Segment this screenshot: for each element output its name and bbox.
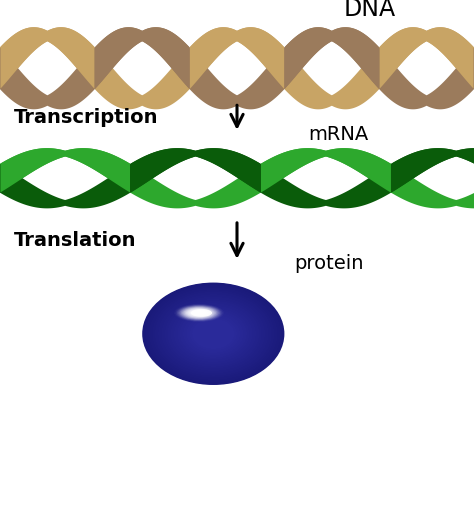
Ellipse shape (186, 314, 240, 353)
Ellipse shape (178, 309, 249, 359)
Ellipse shape (147, 286, 279, 381)
Ellipse shape (190, 316, 237, 351)
Ellipse shape (166, 300, 260, 367)
Ellipse shape (177, 305, 221, 321)
Ellipse shape (151, 288, 276, 379)
Ellipse shape (143, 283, 283, 384)
Ellipse shape (168, 301, 259, 366)
Ellipse shape (160, 296, 266, 372)
Ellipse shape (182, 307, 216, 319)
Ellipse shape (185, 307, 213, 318)
Ellipse shape (176, 304, 223, 321)
Polygon shape (190, 27, 284, 89)
Ellipse shape (183, 312, 244, 356)
Ellipse shape (187, 315, 239, 353)
Ellipse shape (153, 290, 273, 377)
Ellipse shape (169, 302, 258, 366)
Ellipse shape (161, 296, 265, 371)
Ellipse shape (146, 285, 281, 383)
Ellipse shape (186, 308, 212, 318)
Text: protein: protein (294, 254, 364, 273)
Ellipse shape (146, 286, 280, 382)
Ellipse shape (172, 304, 255, 364)
Ellipse shape (152, 290, 274, 378)
Text: mRNA: mRNA (308, 125, 368, 144)
Polygon shape (95, 27, 189, 89)
Ellipse shape (148, 287, 279, 381)
Ellipse shape (160, 295, 267, 372)
Ellipse shape (159, 295, 268, 373)
Ellipse shape (167, 301, 259, 367)
Ellipse shape (158, 294, 269, 374)
Polygon shape (285, 27, 379, 89)
Polygon shape (0, 27, 94, 89)
Ellipse shape (191, 309, 212, 316)
Polygon shape (0, 27, 474, 109)
Polygon shape (0, 27, 474, 109)
Polygon shape (380, 27, 474, 89)
Ellipse shape (195, 312, 203, 314)
Ellipse shape (180, 310, 246, 357)
Ellipse shape (180, 310, 247, 358)
Ellipse shape (187, 309, 211, 317)
Polygon shape (392, 148, 474, 192)
Ellipse shape (192, 319, 235, 349)
Ellipse shape (142, 282, 284, 385)
Ellipse shape (176, 307, 250, 361)
Text: DNA: DNA (344, 0, 396, 21)
Ellipse shape (191, 310, 207, 316)
Ellipse shape (171, 303, 256, 365)
Ellipse shape (181, 306, 218, 320)
Ellipse shape (198, 312, 201, 313)
Ellipse shape (154, 291, 273, 376)
Ellipse shape (174, 306, 252, 362)
Text: Transcription: Transcription (14, 108, 159, 127)
Ellipse shape (197, 312, 202, 314)
Text: Translation: Translation (14, 232, 137, 250)
Ellipse shape (163, 297, 264, 370)
Ellipse shape (177, 307, 250, 360)
Ellipse shape (165, 299, 261, 369)
Ellipse shape (188, 315, 239, 352)
Ellipse shape (185, 314, 241, 354)
Ellipse shape (194, 311, 204, 315)
Ellipse shape (173, 305, 253, 362)
Ellipse shape (191, 318, 236, 350)
Ellipse shape (170, 302, 257, 365)
Ellipse shape (164, 299, 262, 369)
Ellipse shape (162, 297, 264, 371)
Ellipse shape (189, 316, 238, 352)
Ellipse shape (184, 313, 242, 355)
Ellipse shape (173, 305, 254, 363)
Polygon shape (0, 148, 474, 208)
Ellipse shape (192, 311, 206, 315)
Polygon shape (0, 148, 474, 208)
Ellipse shape (155, 292, 272, 376)
Ellipse shape (150, 288, 277, 380)
Ellipse shape (190, 317, 236, 350)
Polygon shape (261, 148, 391, 193)
Ellipse shape (145, 285, 282, 383)
Ellipse shape (156, 293, 270, 375)
Ellipse shape (171, 304, 255, 364)
Ellipse shape (151, 289, 275, 379)
Ellipse shape (164, 298, 263, 370)
Ellipse shape (180, 306, 219, 320)
Ellipse shape (179, 309, 248, 359)
Ellipse shape (184, 312, 243, 355)
Ellipse shape (183, 307, 215, 319)
Ellipse shape (175, 306, 251, 361)
Ellipse shape (157, 293, 269, 374)
Ellipse shape (144, 284, 283, 384)
Ellipse shape (182, 311, 245, 356)
Ellipse shape (181, 311, 246, 357)
Ellipse shape (178, 305, 220, 321)
Ellipse shape (155, 292, 271, 375)
Ellipse shape (190, 310, 208, 316)
Polygon shape (130, 148, 261, 193)
Ellipse shape (149, 287, 278, 380)
Polygon shape (0, 148, 130, 192)
Ellipse shape (189, 309, 210, 316)
